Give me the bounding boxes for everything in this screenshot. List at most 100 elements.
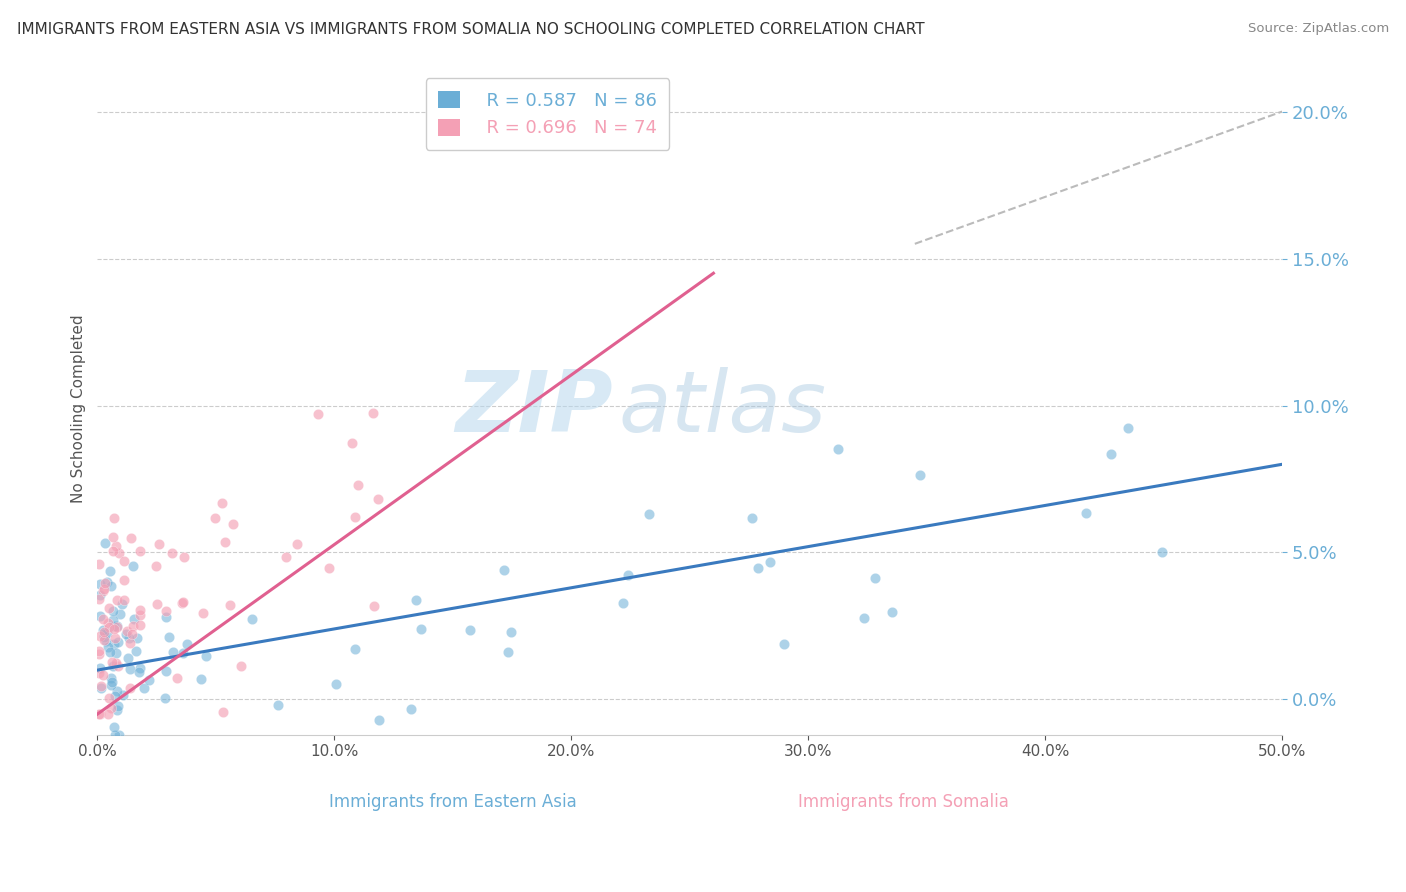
Point [363,599,385,614]
Point [91,668,114,682]
Point [97,601,120,615]
Point [107,699,129,714]
Point [103,631,125,645]
Point [191,607,214,621]
Point [458,623,481,637]
Point [1076,507,1098,521]
Point [1150,544,1173,558]
Point [494,563,516,577]
Point [194,649,217,664]
Point [89,557,111,571]
Point [93,632,115,647]
Point [773,637,796,651]
Point [166,671,188,685]
Point [96,574,118,589]
Point [118,631,141,645]
Point [112,554,135,568]
Point [148,537,170,551]
Point [107,634,129,648]
Point [219,598,242,612]
Point [105,593,128,607]
Point [97,615,120,630]
Point [405,592,427,607]
Point [138,673,160,687]
Point [117,651,139,665]
Point [87,707,110,722]
Point [214,534,236,549]
Point [93,625,115,640]
Point [501,625,523,640]
Point [114,573,136,587]
Point [89,577,111,591]
Point [128,665,150,680]
Point [409,622,432,636]
Point [157,630,180,644]
Point [307,407,329,421]
Point [105,656,128,670]
Point [108,728,131,742]
Point [103,622,125,636]
Point [129,544,152,558]
Point [89,629,111,643]
Text: atlas: atlas [619,367,827,450]
Point [173,549,195,564]
Point [204,511,226,525]
Point [87,647,110,661]
Point [108,546,131,560]
Point [129,608,152,623]
Point [741,510,763,524]
Point [496,645,519,659]
Point [98,645,121,659]
Point [172,596,194,610]
Point [101,613,124,627]
Point [112,689,135,703]
Point [343,641,366,656]
Y-axis label: No Schooling Completed: No Schooling Completed [72,314,86,503]
Point [101,655,124,669]
Point [882,605,904,619]
Point [100,579,122,593]
Point [368,714,391,728]
Point [91,623,114,637]
Point [110,597,132,611]
Point [101,658,124,673]
Point [104,646,127,660]
Point [162,645,184,659]
Point [105,703,128,717]
Point [122,558,145,573]
Point [103,637,125,651]
Point [221,517,243,532]
Text: IMMIGRANTS FROM EASTERN ASIA VS IMMIGRANTS FROM SOMALIA NO SCHOOLING COMPLETED C: IMMIGRANTS FROM EASTERN ASIA VS IMMIGRAN… [17,22,925,37]
Point [89,661,111,675]
Point [125,631,148,645]
Point [87,592,110,607]
Point [105,684,128,698]
Point [107,659,129,673]
Point [90,681,112,696]
Point [342,436,364,450]
Point [325,676,347,690]
Point [285,537,308,551]
Point [318,561,340,575]
Point [100,701,122,715]
Point [121,627,143,641]
Point [108,607,131,622]
Point [93,627,115,641]
Point [100,671,122,685]
Point [267,698,290,712]
Point [229,659,252,673]
Point [344,510,367,524]
Point [103,510,125,524]
Point [115,624,138,639]
Point [172,646,194,660]
Point [399,701,422,715]
Point [176,637,198,651]
Point [101,604,124,618]
Point [240,611,263,625]
Point [852,611,875,625]
Point [122,612,145,626]
Text: ZIP: ZIP [456,367,613,450]
Point [155,610,177,624]
Point [98,620,121,634]
Point [97,690,120,705]
